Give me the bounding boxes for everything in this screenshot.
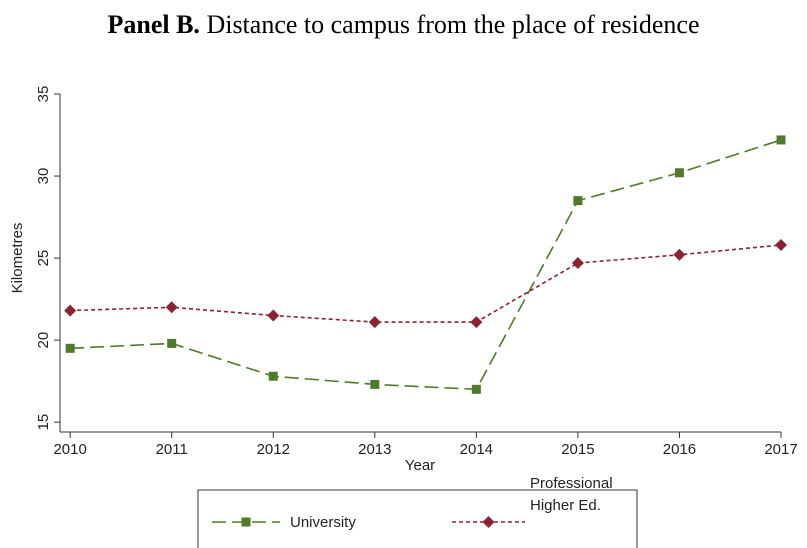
marker xyxy=(370,379,380,389)
y-tick-label: 20 xyxy=(35,332,52,349)
legend-label: Professional Higher Ed. xyxy=(530,475,613,514)
x-tick-label: 2017 xyxy=(764,441,797,458)
title-text: Distance to campus from the place of res… xyxy=(206,10,700,39)
marker xyxy=(167,338,177,348)
x-axis-label: Year xyxy=(405,457,435,474)
panel-label: Panel B. xyxy=(107,10,200,39)
marker xyxy=(776,135,786,145)
marker xyxy=(241,517,251,527)
marker xyxy=(268,371,278,381)
marker xyxy=(165,301,178,314)
marker xyxy=(471,384,481,394)
marker xyxy=(673,248,686,261)
y-axis-label: Kilometres xyxy=(9,223,26,294)
x-tick-label: 2013 xyxy=(358,441,391,458)
legend-box xyxy=(197,489,638,548)
y-tick-label: 35 xyxy=(35,86,52,103)
x-tick-label: 2010 xyxy=(53,441,86,458)
x-tick-label: 2011 xyxy=(156,441,188,458)
marker xyxy=(65,343,75,353)
x-tick-label: 2015 xyxy=(561,441,594,458)
marker xyxy=(775,238,787,251)
marker xyxy=(64,304,77,317)
y-tick-label: 15 xyxy=(35,414,52,431)
marker xyxy=(470,316,483,329)
marker xyxy=(368,316,381,329)
marker xyxy=(674,168,684,178)
series-line xyxy=(70,139,782,391)
x-tick-label: 2016 xyxy=(663,441,696,458)
marker xyxy=(482,516,495,528)
marker xyxy=(267,309,280,322)
marker xyxy=(573,196,583,206)
marker xyxy=(571,257,584,269)
x-tick-label: 2012 xyxy=(257,441,290,458)
y-tick-label: 30 xyxy=(35,168,52,185)
legend-label: University xyxy=(290,514,356,531)
chart-title: Panel B. Distance to campus from the pla… xyxy=(0,10,807,40)
y-tick-label: 25 xyxy=(35,250,52,267)
series-line xyxy=(70,244,782,323)
x-tick-label: 2014 xyxy=(460,441,493,458)
